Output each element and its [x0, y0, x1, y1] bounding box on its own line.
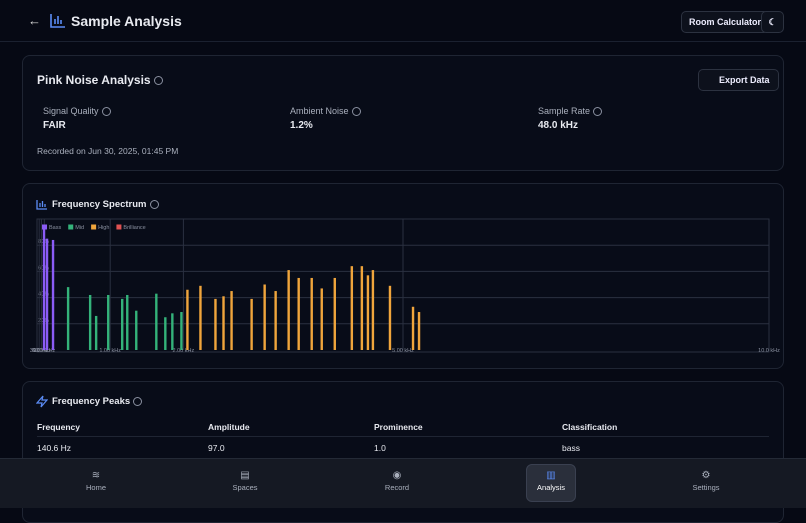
- bottom-nav: ≋ Home ▤ Spaces ◉ Record ▥ Analysis ⚙ Settings: [0, 458, 806, 508]
- bar: [45, 238, 49, 350]
- bar: [222, 296, 225, 350]
- bar: [360, 266, 364, 350]
- recorded-date: Recorded on Jun 30, 2025, 01:45 PM: [37, 146, 179, 156]
- nav-label: Analysis: [537, 483, 565, 492]
- nav-item[interactable]: ≋ Home: [72, 465, 120, 501]
- legend-label: Mid: [75, 225, 84, 231]
- table-cell: 140.6 Hz: [37, 443, 72, 453]
- stat-label: Signal Quality: [43, 106, 99, 116]
- nav-icon: ≋: [91, 470, 101, 481]
- bar: [263, 284, 266, 350]
- legend-swatch: [116, 224, 122, 230]
- bar: [66, 287, 70, 350]
- x-tick-label: 30.0 Hz: [30, 348, 49, 354]
- stat-value: 1.2%: [290, 120, 313, 132]
- bar: [51, 239, 55, 350]
- x-tick-label: 2.00 kHz: [173, 348, 195, 354]
- bar: [297, 277, 300, 350]
- bar: [107, 294, 110, 350]
- nav-icon: ▤: [240, 470, 250, 481]
- bar: [155, 293, 158, 350]
- bar: [121, 298, 124, 350]
- page-title: Sample Analysis: [71, 13, 182, 29]
- legend-label: Bass: [49, 225, 61, 231]
- x-tick-label: 5.00 kHz: [392, 348, 414, 354]
- nav-label: Spaces: [232, 483, 258, 492]
- nav-label: Record: [384, 483, 410, 492]
- bar: [366, 275, 370, 350]
- export-button[interactable]: Export Data: [698, 69, 779, 91]
- x-tick-label: 60.0 Hz: [32, 348, 51, 354]
- bar: [42, 228, 46, 350]
- peaks-title: Frequency Peaks: [52, 396, 131, 407]
- bar: [250, 298, 253, 350]
- nav-label: Home: [85, 483, 106, 492]
- table-cell: 1.0: [374, 443, 386, 453]
- bar: [417, 312, 421, 350]
- room-calculator-button[interactable]: Room Calculator: [681, 11, 770, 33]
- stat-value: 48.0 kHz: [538, 120, 579, 132]
- legend-label: Brilliance: [123, 225, 145, 231]
- bar: [94, 315, 98, 350]
- spectrum-icon: [36, 200, 47, 210]
- bar: [310, 277, 313, 350]
- column-header: Frequency: [37, 422, 80, 432]
- nav-item[interactable]: ▤ Spaces: [221, 465, 269, 501]
- nav-item[interactable]: ◉ Record: [373, 465, 421, 501]
- header: ← Sample Analysis Room Calculator ☾: [0, 0, 806, 42]
- bar: [274, 291, 277, 350]
- nav-label: Settings: [692, 483, 720, 492]
- bar: [388, 285, 392, 350]
- bar: [199, 285, 202, 350]
- table-header: [37, 422, 769, 437]
- nav-icon: ◉: [392, 470, 402, 481]
- bar: [171, 313, 174, 350]
- theme-toggle[interactable]: ☾: [761, 11, 784, 33]
- nav-icon: ▥: [546, 470, 556, 481]
- bar: [411, 306, 415, 350]
- bar: [214, 298, 217, 350]
- x-tick-label: 100.0 Hz: [33, 348, 55, 354]
- legend-swatch: [91, 224, 97, 230]
- back-button[interactable]: ←: [28, 13, 41, 28]
- table-cell: 97.0: [208, 443, 225, 453]
- bar: [287, 270, 290, 350]
- nav-item[interactable]: ▥ Analysis: [526, 464, 576, 502]
- legend-label: High: [98, 225, 109, 231]
- bar: [164, 317, 167, 350]
- stat-label: Sample Rate: [538, 106, 591, 116]
- bar: [88, 294, 92, 350]
- stat-label: Ambient Noise: [290, 106, 349, 116]
- bar: [186, 289, 189, 350]
- nav-item[interactable]: ⚙ Settings: [682, 465, 730, 501]
- x-tick-label: 10.0 kHz: [758, 348, 780, 354]
- x-tick-label: 1.00 kHz: [99, 348, 121, 354]
- spectrum-title: Frequency Spectrum: [52, 199, 147, 210]
- chart-icon: [50, 14, 65, 28]
- bar: [371, 270, 375, 350]
- column-header: Classification: [562, 422, 618, 432]
- summary-card: Pink Noise Analysis Export Data Signal Q…: [22, 55, 784, 171]
- peaks-icon: [36, 395, 48, 408]
- bar: [350, 266, 354, 350]
- legend-swatch: [68, 224, 74, 230]
- summary-title: Pink Noise Analysis: [37, 73, 151, 87]
- nav-icon: ⚙: [701, 470, 711, 481]
- legend-swatch: [42, 224, 47, 230]
- bar: [135, 310, 138, 350]
- column-header: Prominence: [374, 422, 423, 432]
- bar: [320, 288, 323, 350]
- table-cell: bass: [562, 443, 580, 453]
- bar: [126, 294, 129, 350]
- column-header: Amplitude: [208, 422, 250, 432]
- export-label: Export Data: [719, 75, 770, 85]
- bar: [230, 291, 233, 350]
- bar: [333, 277, 336, 350]
- stat-value: FAIR: [43, 120, 66, 132]
- bar: [180, 312, 183, 350]
